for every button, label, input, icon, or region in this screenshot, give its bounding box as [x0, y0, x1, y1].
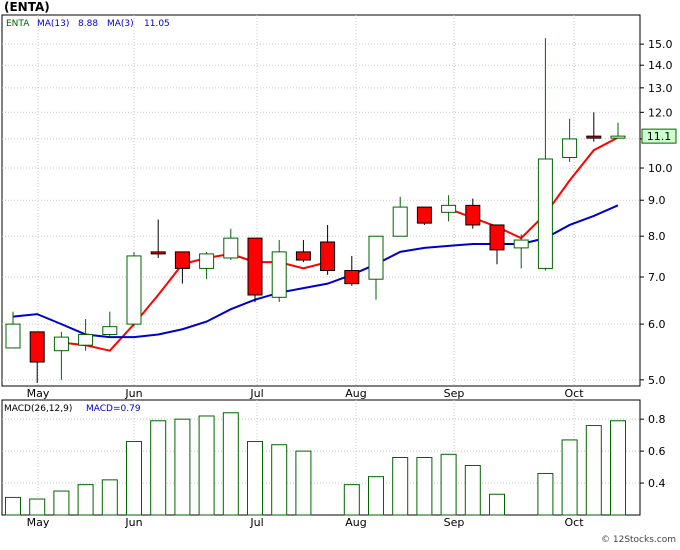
macd-bar: [271, 444, 288, 516]
macd-bar: [126, 441, 142, 516]
candle-body: [537, 158, 553, 269]
price-y-tick-label: 7.0: [648, 271, 666, 284]
candle-body: [53, 336, 69, 352]
price-y-tick-label: 10.0: [648, 162, 673, 175]
macd-month-label: Jun: [124, 516, 142, 529]
price-y-tick-label: 14.0: [648, 59, 673, 72]
macd-month-label: May: [27, 516, 50, 529]
price-y-tick-label: 13.0: [648, 82, 673, 95]
legend-ma13-value: 8.88: [78, 19, 98, 29]
price-month-label: Jul: [249, 387, 263, 400]
candle-body: [441, 204, 457, 213]
candle-body: [610, 135, 626, 139]
legend-ma3-value: 11.05: [144, 19, 170, 29]
macd-bar: [77, 484, 94, 516]
price-month-label: May: [27, 387, 50, 400]
price-y-tick-label: 15.0: [648, 38, 673, 51]
candle-body: [586, 135, 602, 139]
macd-bar: [222, 412, 239, 516]
price-y-tick-label: 12.0: [648, 106, 673, 119]
price-y-tick-label: 6.0: [648, 318, 666, 331]
candle-body: [368, 235, 384, 280]
macd-y-tick-label: 0.6: [648, 445, 666, 458]
macd-bar: [416, 457, 433, 516]
candle-body: [102, 326, 118, 335]
chart-title: (ENTA): [4, 0, 50, 14]
candle-body: [344, 270, 360, 285]
macd-bar: [343, 484, 360, 516]
macd-month-label: Aug: [345, 516, 366, 529]
candle-body: [126, 255, 142, 325]
macd-bar: [368, 476, 384, 516]
candle-body: [199, 253, 215, 269]
macd-bar: [101, 479, 118, 516]
candle-body: [320, 241, 336, 272]
candle-body: [416, 206, 432, 224]
price-month-label: Jun: [124, 387, 142, 400]
candle-body: [223, 237, 239, 259]
candle-body: [392, 206, 408, 237]
candle-body: [247, 237, 263, 296]
candle-body: [271, 251, 287, 298]
macd-bar: [247, 441, 263, 516]
macd-month-label: Sep: [444, 516, 465, 529]
candle-body: [150, 251, 166, 255]
macd-bar: [29, 498, 46, 516]
candle-body: [29, 331, 45, 363]
price-y-tick-label: 5.0: [648, 374, 666, 387]
macd-bar: [610, 420, 626, 516]
last-price-tag-label: 11.1: [647, 130, 672, 143]
candle-body: [465, 204, 481, 226]
macd-bar: [561, 439, 578, 516]
price-month-label: Sep: [444, 387, 465, 400]
legend-ma13-label: MA(13): [37, 19, 69, 29]
macd-bar: [198, 415, 215, 516]
macd-month-label: Jul: [249, 516, 263, 529]
macd-month-label: Oct: [564, 516, 584, 529]
legend-ma3-label: MA(3): [107, 19, 134, 29]
macd-bar: [295, 450, 312, 516]
macd-bar: [537, 472, 554, 516]
legend-symbol: ENTA: [6, 19, 30, 29]
candle-body: [489, 224, 505, 251]
macd-y-tick-label: 0.8: [648, 413, 666, 426]
candle-body: [78, 333, 94, 346]
candle-body: [562, 138, 578, 159]
macd-bar: [440, 453, 457, 516]
macd-label: MACD(26,12,9): [4, 404, 72, 414]
macd-bar: [174, 418, 191, 516]
macd-y-tick-label: 0.4: [648, 477, 666, 490]
candle-body: [513, 239, 529, 249]
candle-body: [5, 323, 21, 349]
macd-bar: [53, 490, 70, 516]
macd-bar: [392, 457, 409, 516]
price-y-tick-label: 8.0: [648, 230, 666, 243]
candle-body: [174, 251, 190, 269]
macd-bar: [489, 493, 505, 516]
macd-bar: [464, 464, 481, 516]
price-y-tick-label: 9.0: [648, 194, 666, 207]
price-month-label: Aug: [345, 387, 366, 400]
macd-bar: [5, 496, 21, 516]
macd-bar: [150, 420, 167, 516]
macd-bar: [585, 425, 602, 516]
candle-body: [295, 251, 311, 261]
last-price-tag: [641, 128, 677, 144]
price-month-label: Oct: [564, 387, 584, 400]
footer-credit: © 12Stocks.com: [601, 535, 676, 545]
macd-value-label: MACD=0.79: [86, 404, 141, 414]
